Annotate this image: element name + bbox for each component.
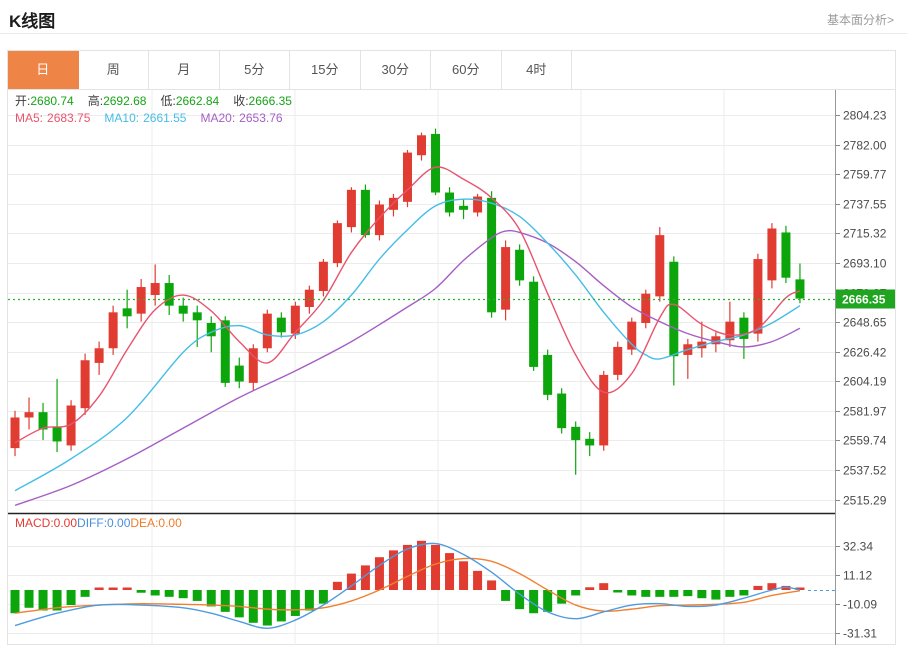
high-value: 2692.68 [103, 94, 147, 108]
chart-canvas[interactable]: 2804.23 2782.00 2759.77 2737.55 2715.32 2693.… [8, 90, 895, 645]
tab-m60[interactable]: 60分 [431, 51, 502, 89]
close-label: 收: [233, 94, 249, 108]
tab-day[interactable]: 日 [8, 51, 79, 89]
fundamental-analysis-link[interactable]: 基本面分析> [826, 13, 894, 27]
tab-m15[interactable]: 15分 [290, 51, 361, 89]
ma20-line [14, 229, 801, 507]
dea-label: DEA: [130, 516, 159, 530]
ma10-label: MA10: [104, 111, 140, 125]
dea-value: 0.00 [158, 516, 182, 530]
page-title: K线图 [9, 12, 56, 31]
kline-widget: 日周月 5分 15分 30分 60分 4时 2804.23 2782.00 2759.77 27… [7, 50, 896, 645]
low-value: 2662.84 [175, 94, 220, 108]
tab-m5[interactable]: 5分 [219, 51, 290, 89]
ma-row: MA5: 2683.75 MA10: 2661.55 MA20: 2653.76 [15, 110, 292, 127]
macd-header-row: MACD:0.00DIFF:0.00DEA:0.00 [15, 516, 182, 530]
timeframe-tab-bar: 日周月 5分 15分 30分 60分 4时 [8, 51, 895, 90]
open-value: 2680.74 [30, 94, 74, 108]
svg-text:2648.65: 2648.65 [843, 316, 887, 330]
macd-label: MACD: [15, 516, 54, 530]
ma10-line [14, 198, 801, 492]
price-tag-value: 2666.35 [842, 293, 886, 307]
ohlc-ma-overlay: 开:2680.74 高:2692.68 低:2662.84 收:2666.35 MA5… [15, 93, 292, 127]
svg-text:2626.42: 2626.42 [843, 346, 887, 360]
tab-month[interactable]: 月 [149, 51, 220, 89]
diff-line [14, 542, 801, 629]
svg-text:2581.97: 2581.97 [843, 405, 887, 419]
svg-text:32.34: 32.34 [843, 540, 873, 554]
open-label: 开: [15, 94, 31, 108]
tab-h4[interactable]: 4时 [501, 51, 572, 89]
ma10-value: 2661.55 [143, 111, 187, 125]
ohlc-row: 开:2680.74 高:2692.68 低:2662.84 收:2666.35 [15, 93, 292, 110]
svg-text:2715.32: 2715.32 [843, 227, 887, 241]
header-divider [0, 33, 907, 34]
svg-text:11.12: 11.12 [843, 569, 872, 583]
svg-text:-31.31: -31.31 [843, 627, 877, 641]
macd-hist [10, 540, 805, 626]
candlestick-chart[interactable]: 2804.23 2782.00 2759.77 2737.55 2715.32 2693.… [8, 90, 895, 645]
svg-text:2604.19: 2604.19 [843, 375, 887, 389]
svg-text:2537.52: 2537.52 [843, 464, 887, 478]
ma5-value: 2683.75 [47, 111, 91, 125]
macd-value: 0.00 [53, 516, 78, 530]
svg-text:2804.23: 2804.23 [843, 109, 887, 123]
diff-value: 0.00 [107, 516, 131, 530]
close-value: 2666.35 [248, 94, 292, 108]
ma5-label: MA5: [15, 111, 44, 125]
svg-text:2759.77: 2759.77 [843, 168, 887, 182]
svg-text:2737.55: 2737.55 [843, 198, 887, 212]
high-label: 高: [87, 94, 104, 108]
svg-text:-10.09: -10.09 [843, 598, 877, 612]
tab-m30[interactable]: 30分 [360, 51, 431, 89]
svg-text:2782.00: 2782.00 [843, 139, 887, 153]
ma20-value: 2653.76 [239, 111, 283, 125]
svg-text:2559.74: 2559.74 [843, 434, 887, 448]
svg-text:2693.10: 2693.10 [843, 257, 887, 271]
diff-label: DIFF: [77, 516, 108, 530]
svg-text:2515.29: 2515.29 [843, 494, 887, 508]
tab-week[interactable]: 周 [78, 51, 149, 89]
y-axis-labels: 2804.23 2782.00 2759.77 2737.55 2715.32 2693.… [835, 109, 887, 641]
low-label: 低: [160, 94, 176, 108]
candles-group [10, 128, 805, 475]
ma5-line [14, 166, 801, 444]
ma20-label: MA20: [200, 111, 236, 125]
price-tag: 2666.35 [836, 289, 895, 309]
